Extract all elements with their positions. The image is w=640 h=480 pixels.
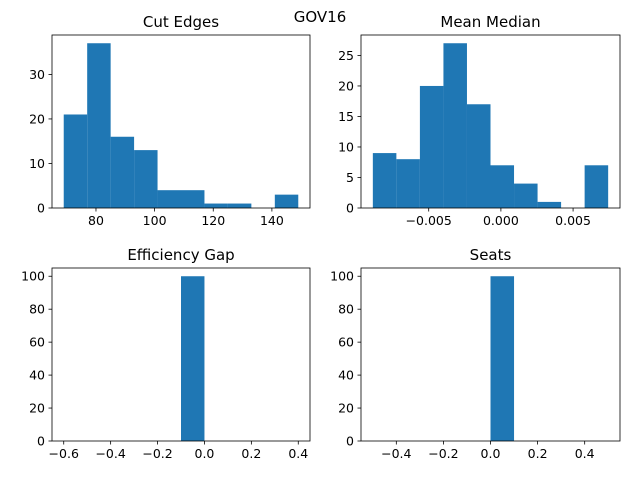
y-tick-label: 60 [338, 335, 354, 350]
subplot-efficiency-gap: −0.6 −0.4 −0.2 0.0 0.2 0.4 0 20 40 60 80 100 Efficie… [21, 246, 311, 461]
y-tick-label: 40 [338, 368, 354, 383]
histogram-bar [110, 136, 135, 208]
histogram-bar [490, 165, 515, 208]
y-tick-label: 5 [346, 170, 354, 185]
histogram-bar [87, 43, 111, 208]
x-tick-label: 0.4 [575, 446, 595, 461]
x-tick-label: 0.2 [528, 446, 548, 461]
histogram-bar [419, 85, 444, 208]
x-tick-label: 140 [260, 213, 284, 228]
histogram-bar [204, 203, 228, 208]
histogram-bar [584, 165, 609, 208]
y-tick-label: 0 [346, 201, 354, 216]
y-tick-label: 25 [338, 48, 354, 63]
y-tick-label: 40 [29, 368, 45, 383]
x-tick-label: 0.000 [483, 213, 519, 228]
histogram-bar [63, 114, 88, 208]
subplot-seats: −0.4 −0.2 0.0 0.2 0.4 0 20 40 60 80 100 Seats [330, 246, 621, 461]
axes-frame [360, 34, 621, 209]
subplot-mean-median: −0.005 0.000 0.005 0 5 10 15 20 25 Mean Median [338, 13, 621, 228]
x-tick-label: 100 [143, 213, 167, 228]
histogram-bar [181, 190, 205, 208]
histogram-bar [490, 276, 515, 441]
y-tick-label: 20 [338, 78, 354, 93]
y-tick-label: 0 [346, 434, 354, 449]
x-tick-label: −0.005 [406, 213, 452, 228]
histogram-bar [396, 159, 420, 208]
x-tick-label: −0.2 [428, 446, 458, 461]
histogram-bar [134, 150, 158, 208]
subplot-title: Mean Median [440, 13, 540, 31]
x-tick-label: 0.0 [195, 446, 215, 461]
x-tick-label: −0.2 [142, 446, 172, 461]
axes-frame [51, 267, 311, 442]
histogram-bar [157, 190, 181, 208]
histogram-bar [181, 276, 205, 441]
x-tick-label: −0.4 [95, 446, 125, 461]
y-tick-label: 60 [29, 335, 45, 350]
x-tick-label: 120 [201, 213, 225, 228]
y-tick-label: 20 [29, 401, 45, 416]
x-tick-label: 0.0 [481, 446, 501, 461]
histogram-bar [537, 201, 562, 208]
histogram-bar [227, 203, 252, 208]
histogram-bar [443, 43, 467, 208]
x-tick-label: −0.6 [49, 446, 79, 461]
x-tick-label: −0.4 [381, 446, 411, 461]
x-tick-label: 0.2 [241, 446, 261, 461]
figure-suptitle: GOV16 [294, 8, 347, 26]
y-tick-label: 20 [29, 111, 45, 126]
histogram-bar [514, 183, 538, 208]
y-tick-label: 80 [338, 302, 354, 317]
histogram-bar [274, 194, 299, 208]
subplot-title: Efficiency Gap [127, 246, 234, 264]
axes-frame [51, 34, 311, 209]
y-tick-label: 10 [338, 139, 354, 154]
y-tick-label: 10 [29, 156, 45, 171]
y-tick-label: 20 [338, 401, 354, 416]
x-tick-label: 80 [88, 213, 104, 228]
y-tick-label: 80 [29, 302, 45, 317]
y-tick-label: 0 [37, 434, 45, 449]
subplot-cut-edges: 80 100 120 140 0 10 20 30 Cut Edges [29, 13, 311, 228]
y-tick-label: 100 [21, 269, 45, 284]
y-tick-label: 30 [29, 67, 45, 82]
subplot-title: Seats [470, 246, 512, 264]
histogram-bar [466, 104, 491, 208]
subplot-title: Cut Edges [143, 13, 219, 31]
y-tick-label: 15 [338, 109, 354, 124]
y-tick-label: 0 [37, 201, 45, 216]
histogram-bar [372, 153, 397, 208]
y-tick-label: 100 [330, 269, 354, 284]
x-tick-label: 0.005 [555, 213, 591, 228]
x-tick-label: 0.4 [288, 446, 308, 461]
